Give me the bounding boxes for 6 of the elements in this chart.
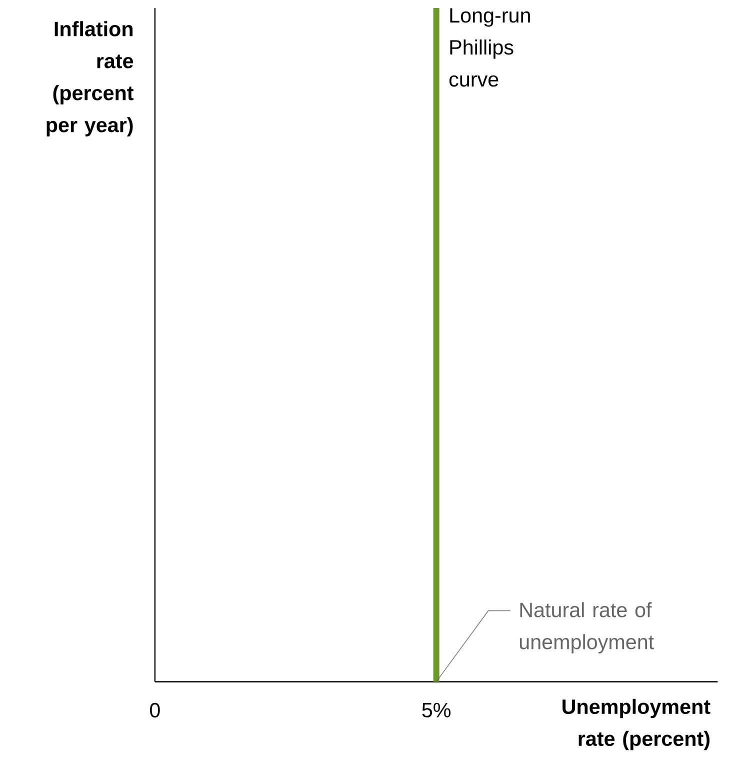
y-axis-title: Inflation rate (percent per year)	[46, 21, 134, 136]
x-axis-title: Unemployment rate (percent)	[562, 698, 710, 750]
series-label: Long-run Phillips curve	[450, 8, 530, 87]
x-tick-label: 5%	[422, 702, 451, 718]
x-tick-label: 0	[150, 702, 160, 718]
annotation: Natural rate of unemployment	[520, 602, 654, 654]
